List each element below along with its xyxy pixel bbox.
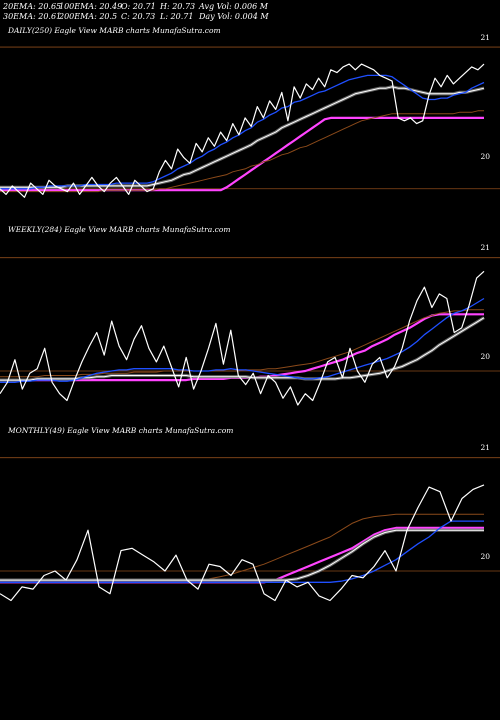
header-ema200: 200EMA: 20.5	[59, 12, 118, 21]
weekly-tick-20: 20	[480, 352, 490, 361]
ema-slow-line	[0, 520, 484, 583]
daily-chart	[0, 46, 500, 198]
ema-mid-line	[0, 529, 484, 581]
monthly-tick-20: 20	[480, 552, 490, 561]
ema-mid-line	[0, 86, 485, 188]
daily-tick-20: 20	[480, 152, 490, 161]
weekly-tick-21: 21	[480, 243, 490, 252]
header-ema100: 100EMA: 20.49	[59, 2, 123, 11]
ema-long-line	[0, 110, 484, 193]
weekly-panel-label: WEEKLY(284) Eagle View MARB charts Munaf…	[8, 225, 231, 234]
ema-long-line	[0, 513, 484, 581]
header-ema20: 20EMA: 20.65	[3, 2, 62, 11]
daily-panel-label: DAILY(250) Eagle View MARB charts Munafa…	[8, 26, 221, 35]
ema-long-line	[0, 309, 484, 378]
monthly-tick-21: 21	[480, 443, 490, 452]
weekly-chart	[0, 257, 500, 406]
ema-mid-line-outline	[0, 528, 484, 582]
ema-slow-line	[0, 297, 485, 383]
header-high: H: 20.73	[160, 2, 196, 11]
price-line	[0, 63, 485, 198]
header-open: O: 20.71	[121, 2, 156, 11]
ema-200-line	[0, 526, 484, 584]
header-ema30: 30EMA: 20.61	[3, 12, 62, 21]
ema-slow-line	[0, 74, 485, 190]
header-dayvol: Day Vol: 0.004 M	[199, 12, 269, 21]
monthly-chart	[0, 457, 500, 602]
ema-200-line	[0, 116, 484, 192]
header-avgvol: Avg Vol: 0.006 M	[199, 2, 268, 11]
header-low: L: 20.71	[160, 12, 194, 21]
header-close: C: 20.73	[121, 12, 156, 21]
daily-tick-21: 21	[480, 33, 490, 42]
price-line	[0, 270, 485, 406]
ema-mid-line-outline	[0, 85, 485, 189]
monthly-panel-label: MONTHLY(49) Eagle View MARB charts Munaf…	[8, 426, 234, 435]
price-line	[0, 484, 485, 602]
